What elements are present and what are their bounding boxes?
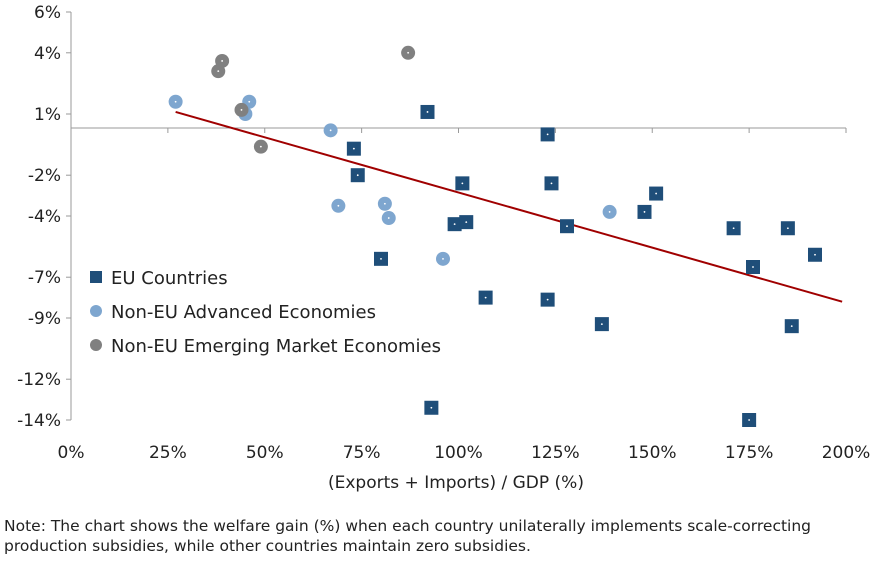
scatter-chart: 6% 4% 1% -2% -4% -7% -9% -12% -14% 0% 25% 50% 75% 100…: [17, 3, 870, 493]
point-center-dot: [608, 211, 611, 213]
y-tick-label: 6%: [34, 3, 61, 23]
legend-label: Non-EU Advanced Economies: [111, 302, 376, 323]
x-axis-title: (Exports + Imports) / GDP (%): [328, 473, 584, 493]
point-center-dot: [752, 266, 754, 268]
y-tick-label: -9%: [28, 309, 61, 329]
y-tick-label: -12%: [17, 370, 61, 390]
y-tick-label: 1%: [34, 105, 61, 125]
point-center-dot: [352, 147, 355, 150]
point-center-dot: [430, 406, 433, 409]
y-tick-label: -2%: [28, 166, 61, 186]
point-center-dot: [732, 227, 735, 230]
point-center-dot: [259, 145, 262, 148]
legend-label: Non-EU Emerging Market Economies: [111, 336, 441, 357]
point-center-dot: [484, 296, 487, 299]
point-center-dot: [600, 323, 603, 326]
x-tick-label: 200%: [822, 443, 871, 463]
point-center-dot: [337, 204, 340, 207]
point-center-dot: [786, 227, 789, 230]
point-center-dot: [550, 182, 553, 185]
y-tick-label: -14%: [17, 411, 61, 431]
point-center-dot: [748, 419, 751, 421]
point-center-dot: [453, 223, 456, 226]
point-center-dot: [465, 221, 468, 224]
point-center-dot: [814, 253, 816, 256]
legend-marker-eu: [90, 271, 102, 283]
x-tick-label: 50%: [246, 443, 284, 463]
point-center-dot: [240, 109, 243, 111]
x-tick-label: 25%: [149, 443, 187, 463]
axes-layer: 6% 4% 1% -2% -4% -7% -9% -12% -14% 0% 25% 50% 75% 100…: [17, 3, 870, 463]
y-tick-label: 4%: [34, 44, 61, 64]
trendline-layer: [175, 110, 843, 303]
point-center-dot: [387, 217, 390, 219]
point-center-dot: [546, 298, 549, 301]
point-center-dot: [248, 100, 251, 103]
point-center-dot: [407, 51, 410, 54]
x-tick-label: 125%: [531, 443, 580, 463]
legend-label: EU Countries: [111, 268, 228, 289]
point-center-dot: [655, 192, 658, 195]
point-center-dot: [790, 325, 793, 328]
x-tick-label: 75%: [343, 443, 381, 463]
point-center-dot: [442, 257, 444, 260]
point-center-dot: [329, 129, 332, 132]
point-center-dot: [461, 182, 464, 185]
legend: EU Countries Non-EU Advanced Economies Non…: [90, 268, 441, 357]
point-center-dot: [566, 225, 568, 228]
legend-marker-circle: [90, 305, 102, 317]
points-layer: [168, 45, 822, 427]
x-tick-label: 175%: [725, 443, 774, 463]
legend-marker-circle: [90, 339, 102, 351]
point-center-dot: [426, 111, 429, 113]
x-tick-label: 100%: [434, 443, 483, 463]
point-center-dot: [217, 70, 220, 73]
trendline: [175, 110, 843, 303]
y-tick-label: -7%: [28, 268, 61, 288]
point-center-dot: [356, 174, 359, 177]
point-center-dot: [383, 202, 386, 205]
point-center-dot: [546, 133, 549, 136]
point-center-dot: [221, 60, 224, 62]
point-center-dot: [380, 257, 382, 260]
point-center-dot: [174, 100, 177, 103]
y-tick-label: -4%: [28, 207, 61, 227]
chart-note: Note: The chart shows the welfare gain (…: [4, 517, 812, 555]
point-center-dot: [643, 211, 646, 213]
x-tick-label: 0%: [58, 443, 85, 463]
x-tick-label: 150%: [628, 443, 677, 463]
